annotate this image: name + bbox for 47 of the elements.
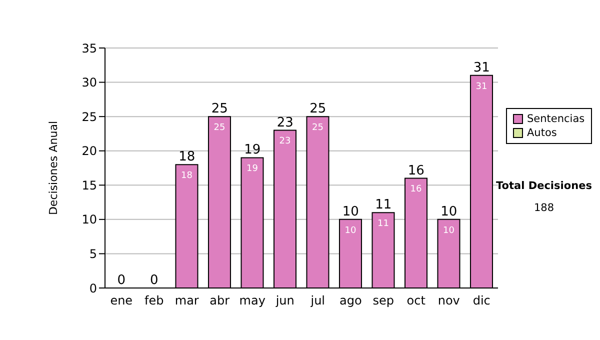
total-label: 10 (342, 204, 359, 220)
x-tick-label: abr (210, 294, 230, 308)
data-label: 18 (181, 170, 193, 181)
data-label: 23 (279, 136, 291, 147)
data-label: 16 (410, 184, 422, 195)
total-label: 25 (211, 102, 228, 117)
x-tick-label: jun (274, 294, 294, 308)
total-label: 0 (150, 273, 158, 288)
data-label: 19 (246, 164, 258, 174)
x-tick-label: nov (438, 294, 460, 308)
y-tick-label: 20 (82, 144, 97, 158)
y-tick-label: 10 (82, 212, 97, 227)
total-label: 25 (310, 102, 326, 117)
x-tick-label: may (239, 294, 266, 308)
data-label: 11 (378, 218, 389, 229)
total-label: 11 (375, 198, 392, 213)
total-label: 23 (276, 115, 294, 130)
y-tick-label: 5 (89, 246, 97, 261)
y-tick-label: 15 (82, 178, 97, 192)
y-tick-label: 30 (82, 76, 97, 90)
y-tick-label: 35 (82, 41, 97, 56)
x-tick-label: sep (372, 294, 394, 308)
x-tick-label: ago (339, 294, 362, 308)
y-tick-label: 0 (89, 281, 97, 296)
x-tick-label: jul (310, 294, 326, 308)
total-label: 19 (244, 142, 261, 158)
x-tick-label: feb (144, 294, 164, 308)
legend-label: Autos (527, 126, 557, 140)
total-label: 0 (117, 273, 126, 288)
x-tick-label: ene (110, 294, 133, 308)
total-label: 10 (440, 204, 458, 220)
total-label: 18 (178, 150, 196, 165)
data-label: 10 (443, 226, 455, 236)
legend-label: Sentencias (527, 112, 585, 126)
x-tick-label: dic (472, 294, 490, 308)
data-label: 31 (476, 82, 488, 92)
y-tick-label: 25 (82, 110, 97, 124)
total-label: 16 (408, 163, 424, 178)
data-label: 10 (344, 226, 356, 236)
total-label: 31 (473, 60, 490, 76)
data-label: 25 (214, 122, 226, 133)
data-label: 25 (312, 122, 324, 133)
y-axis-title: Decisiones Anual (46, 120, 60, 216)
annotation: Total Decisiones (495, 180, 593, 192)
x-tick-label: mar (174, 294, 199, 308)
text: 188 (532, 202, 556, 214)
x-tick-label: oct (406, 294, 426, 308)
